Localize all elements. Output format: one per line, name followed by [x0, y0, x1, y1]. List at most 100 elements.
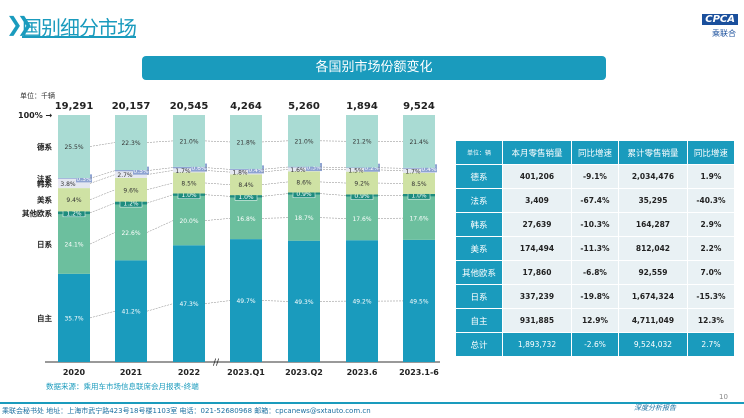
bar-segment — [173, 245, 205, 362]
data-label: 35.7% — [64, 315, 83, 322]
data-label: 1.0% — [411, 193, 427, 200]
connector-line — [146, 220, 174, 233]
bar-segment — [115, 170, 147, 172]
data-label: 41.2% — [121, 309, 140, 316]
table-cell: 德系 — [456, 165, 503, 188]
data-label: 18.7% — [294, 215, 313, 222]
table-row: 法系 3,409 -67.4% 35,295 -40.3% — [456, 189, 734, 212]
table-cell: 2.2% — [687, 237, 734, 260]
column-header: 同比增速 — [571, 141, 619, 164]
total-label: 20,157 — [112, 101, 151, 112]
connector-line — [146, 182, 174, 191]
data-label: 0.4% — [421, 166, 437, 173]
connector-line — [89, 142, 116, 147]
data-label: 8.4% — [238, 182, 254, 189]
bar-segment — [230, 168, 262, 170]
data-label: 0.9% — [296, 191, 312, 198]
column-header: 同比增速 — [687, 141, 734, 164]
connector-line — [204, 140, 231, 143]
connector-line — [319, 181, 347, 184]
connector-line — [89, 189, 116, 200]
connector-line — [146, 303, 174, 312]
connector-line — [261, 193, 289, 197]
bar-segment — [115, 177, 147, 202]
data-source: 数据来源：乘用车市场信息联席会月报表-终端 — [46, 382, 199, 391]
data-label: 1.0% — [181, 192, 197, 199]
data-label: 1.0% — [238, 194, 254, 201]
column-header: 累计零售销量 — [619, 141, 687, 164]
data-label: 9.4% — [66, 197, 82, 204]
data-label: 49.7% — [236, 298, 255, 305]
bar-segment — [230, 239, 262, 362]
data-label: 24.1% — [64, 242, 83, 249]
total-label: 4,264 — [230, 101, 262, 112]
table-cell: 法系 — [456, 189, 503, 212]
series-label: 韩系 — [37, 178, 52, 188]
table-cell: -10.3% — [571, 213, 619, 236]
data-label: 2.7% — [117, 172, 133, 179]
data-label: 47.3% — [179, 301, 198, 308]
table-row: 德系 401,206 -9.1% 2,034,476 1.9% — [456, 165, 734, 188]
bar-segment — [58, 273, 90, 362]
report-label: 深度分析报告 — [634, 404, 676, 412]
connector-line — [261, 166, 289, 170]
bar-segment — [58, 178, 90, 189]
bar-segment — [173, 168, 205, 173]
data-label: 20.0% — [179, 218, 198, 225]
data-label: 21.4% — [409, 139, 428, 146]
badge — [421, 164, 437, 173]
bar-segment — [403, 168, 435, 173]
data-label: 49.2% — [352, 299, 371, 306]
table-cell: 其他欧系 — [456, 261, 503, 284]
data-label: 0.6% — [191, 165, 207, 172]
footer-divider — [0, 402, 744, 404]
table-cell: 总计 — [456, 333, 503, 356]
data-label: 8.6% — [296, 179, 312, 186]
data-label: 21.2% — [352, 139, 371, 146]
table-row: 总计 1,893,732 -2.6% 9,524,032 2.7% — [456, 333, 734, 356]
table-cell: 812,042 — [619, 237, 687, 260]
connector-line — [89, 174, 116, 184]
bar-segment — [288, 167, 320, 172]
data-label: 21.0% — [179, 138, 198, 145]
logo-text: CPCA — [702, 14, 738, 25]
table-row: 其他欧系 17,860 -6.8% 92,559 7.0% — [456, 261, 734, 284]
table-cell: 韩系 — [456, 213, 503, 236]
table-cell: 美系 — [456, 237, 503, 260]
connector-line — [261, 181, 289, 185]
data-label: 0.3% — [76, 176, 92, 183]
badge — [306, 163, 322, 172]
category-label: 2023.Q1 — [227, 368, 265, 377]
table-cell: -15.3% — [687, 285, 734, 308]
data-label: 9.2% — [354, 181, 370, 188]
bar-segment — [346, 115, 378, 168]
table-cell: -11.3% — [571, 237, 619, 260]
table-cell: -9.1% — [571, 165, 619, 188]
data-label: 9.6% — [123, 187, 139, 194]
bar-segment — [58, 177, 90, 179]
bar-segment — [173, 172, 205, 194]
data-label: 17.6% — [352, 216, 371, 223]
footer-contact: 乘联会秘书处 地址：上海市武宁路423号18号楼1103室 电话：021-526… — [2, 407, 371, 415]
connector-line — [89, 170, 116, 179]
category-label: 2020 — [63, 368, 86, 377]
data-label: 1.7% — [405, 168, 421, 175]
connector-line — [204, 182, 231, 185]
bar-segment — [288, 171, 320, 193]
total-label: 9,524 — [403, 101, 435, 112]
total-label: 19,291 — [55, 101, 94, 112]
bar-segment — [288, 240, 320, 362]
chart-banner: 各国别市场份额变化 — [142, 56, 606, 80]
data-label: 49.5% — [409, 298, 428, 305]
table-cell: -2.6% — [571, 333, 619, 356]
data-label: 8.5% — [411, 181, 427, 188]
connector-line — [377, 169, 404, 172]
connector-line — [261, 300, 289, 302]
table-cell: 3,409 — [503, 189, 571, 212]
table-row: 韩系 27,639 -10.3% 164,287 2.9% — [456, 213, 734, 236]
series-label: 其他欧系 — [22, 208, 52, 218]
data-label: 21.0% — [294, 138, 313, 145]
bar-segment — [58, 115, 90, 178]
connector-line — [261, 140, 289, 143]
table-cell: 自主 — [456, 309, 503, 332]
